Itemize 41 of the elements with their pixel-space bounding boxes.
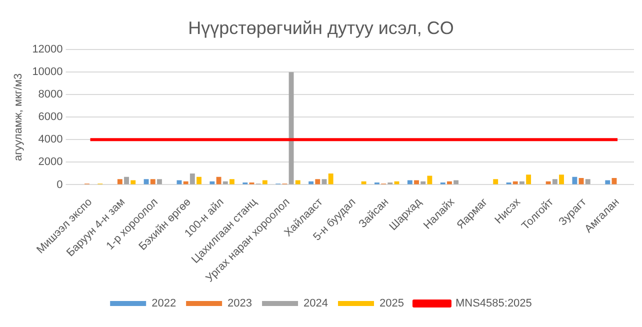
bar (124, 176, 129, 184)
y-tick-label: 12000 (32, 44, 63, 56)
bar (552, 179, 558, 184)
y-tick-label: 8000 (38, 88, 63, 101)
bar (176, 180, 182, 184)
bar (585, 179, 590, 184)
bar (156, 179, 162, 184)
y-tick-label: 4000 (38, 134, 63, 146)
y-tick-label: 6000 (38, 111, 63, 124)
bar (196, 176, 202, 184)
bar (605, 180, 610, 184)
bar (288, 72, 294, 184)
legend-label: 2025 (380, 298, 404, 310)
legend-label: 2024 (304, 298, 328, 310)
bar (407, 180, 412, 184)
bar (130, 180, 136, 184)
y-tick-label: 0 (56, 178, 63, 191)
bar (150, 179, 156, 184)
bar (572, 176, 578, 184)
bar (427, 176, 432, 184)
y-tick-label: 10000 (32, 66, 63, 78)
bar (414, 180, 419, 184)
bar (117, 179, 122, 184)
y-axis-title: агууламж, мкг/м3 (12, 73, 25, 161)
bar (328, 173, 334, 184)
chart-title: Нүүрстөрөгчийн дутуу исэл, CO (188, 18, 454, 38)
bar (493, 179, 498, 184)
bar (229, 179, 234, 184)
bar (315, 179, 320, 184)
bar (559, 174, 564, 184)
bar (295, 180, 300, 184)
legend-label: MNS4585:2025 (455, 298, 532, 310)
bar (262, 180, 268, 184)
bar (526, 174, 532, 184)
bar (216, 176, 222, 184)
bar (144, 179, 149, 184)
legend-label: 2022 (152, 298, 176, 310)
bar (190, 173, 195, 184)
legend-label: 2023 (228, 298, 252, 310)
bar (454, 180, 459, 184)
y-tick-label: 2000 (38, 156, 63, 168)
